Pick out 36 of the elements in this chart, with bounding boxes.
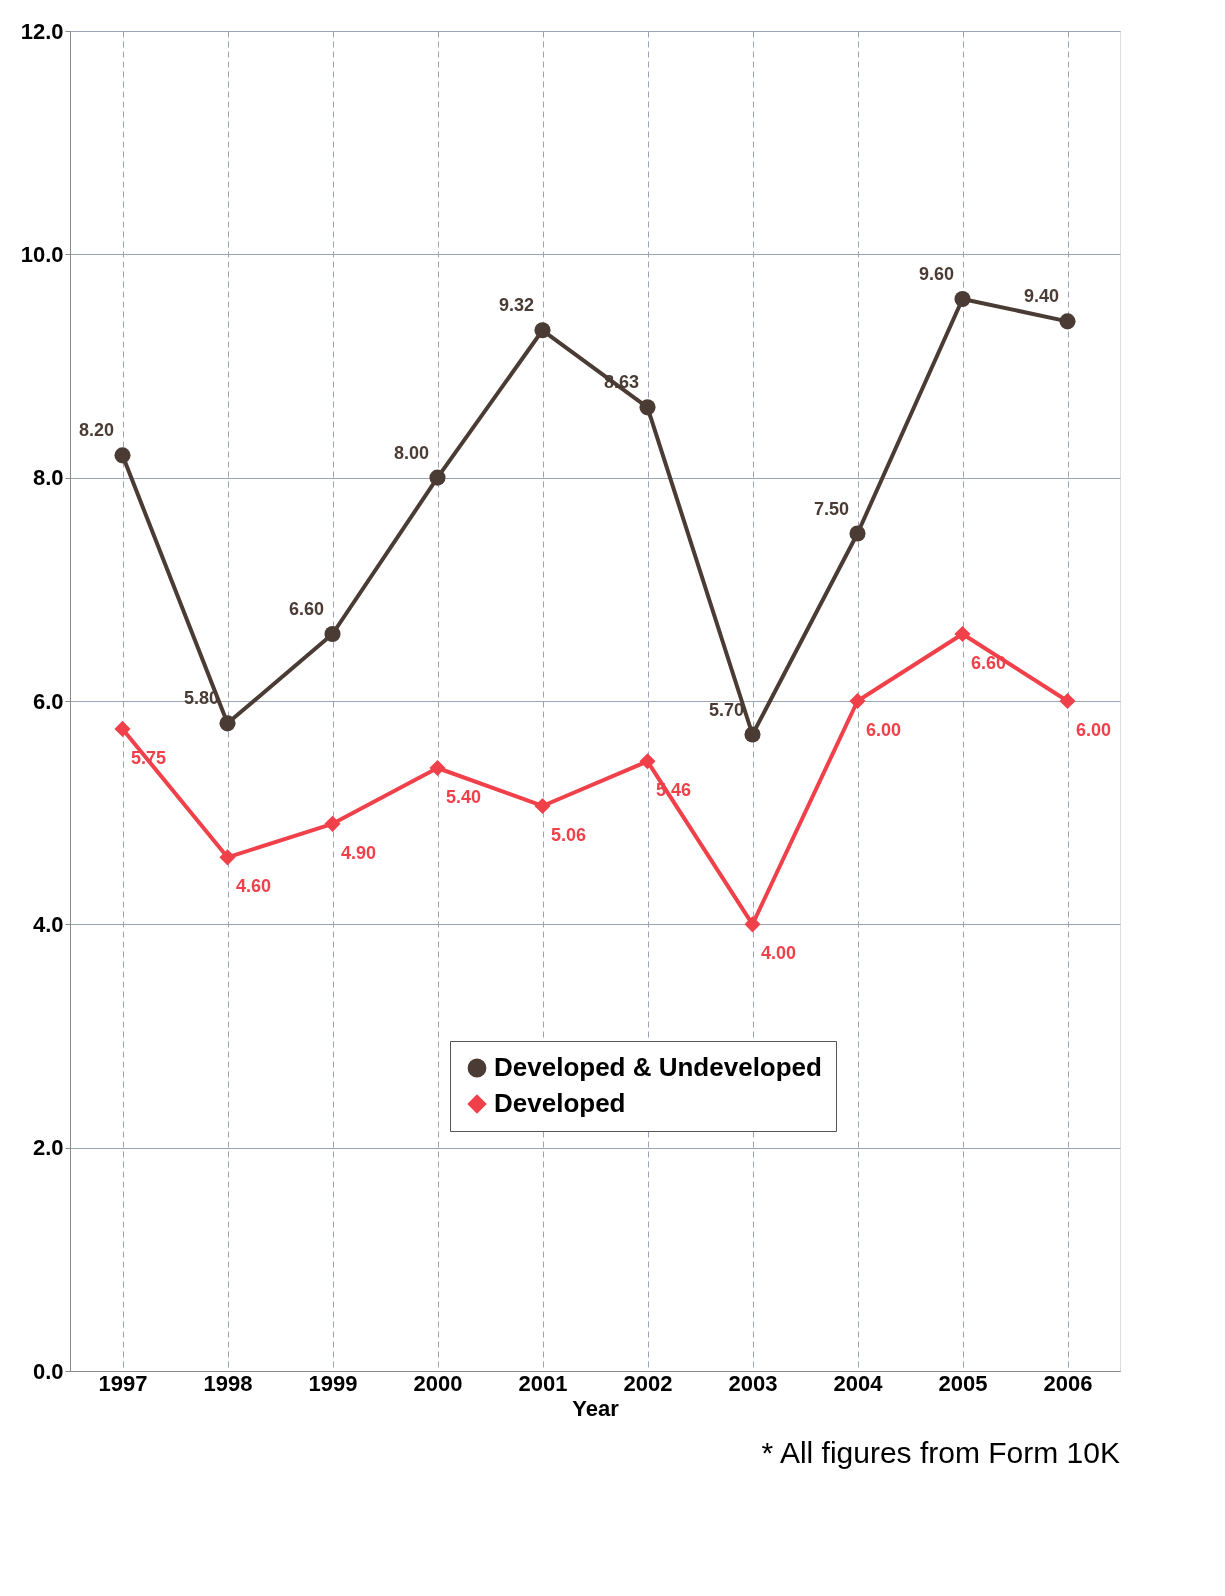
x-tick-label: 2005: [938, 1370, 988, 1396]
legend-label: Developed & Undeveloped: [494, 1052, 822, 1082]
x-tick-label: 2006: [1043, 1370, 1093, 1396]
x-tick-label: 1997: [98, 1370, 148, 1396]
data-label: 4.00: [760, 943, 797, 964]
data-label: 4.90: [340, 842, 377, 863]
data-label: 6.60: [288, 599, 325, 619]
x-axis-title: Year: [572, 1395, 620, 1421]
data-label: 5.40: [445, 787, 482, 807]
x-tick-label: 2002: [623, 1370, 673, 1396]
y-tick-label: 10.0: [20, 241, 64, 267]
x-tick-label: 2000: [413, 1370, 463, 1396]
data-label: 4.60: [235, 876, 272, 897]
data-label: 7.50: [813, 498, 850, 519]
data-label: 8.20: [78, 420, 115, 441]
legend-label: Developed: [494, 1088, 626, 1118]
data-label: 6.00: [1075, 720, 1112, 740]
x-tick-label: 2001: [518, 1370, 568, 1396]
x-tick-label: 2003: [728, 1370, 778, 1396]
data-label: 6.00: [865, 720, 902, 740]
x-tick-label: 1998: [203, 1370, 253, 1396]
data-label: 9.60: [918, 264, 955, 284]
y-tick-label: 6.0: [32, 688, 64, 714]
data-label: 9.32: [498, 295, 535, 316]
y-tick-label: 4.0: [32, 911, 64, 937]
y-tick-label: 0.0: [32, 1358, 64, 1384]
text: * All figures from Form 10K: [761, 1436, 1120, 1469]
y-tick-label: 8.0: [32, 465, 64, 491]
y-tick-label: 2.0: [32, 1135, 64, 1161]
data-label: 5.70: [708, 699, 745, 720]
x-tick-label: 2004: [833, 1370, 884, 1396]
data-label: 8.00: [393, 442, 430, 463]
data-label: 5.06: [550, 824, 587, 845]
y-tick-label: 12.0: [20, 18, 64, 44]
x-tick-label: 1999: [308, 1370, 358, 1396]
data-label: 9.40: [1023, 286, 1060, 307]
